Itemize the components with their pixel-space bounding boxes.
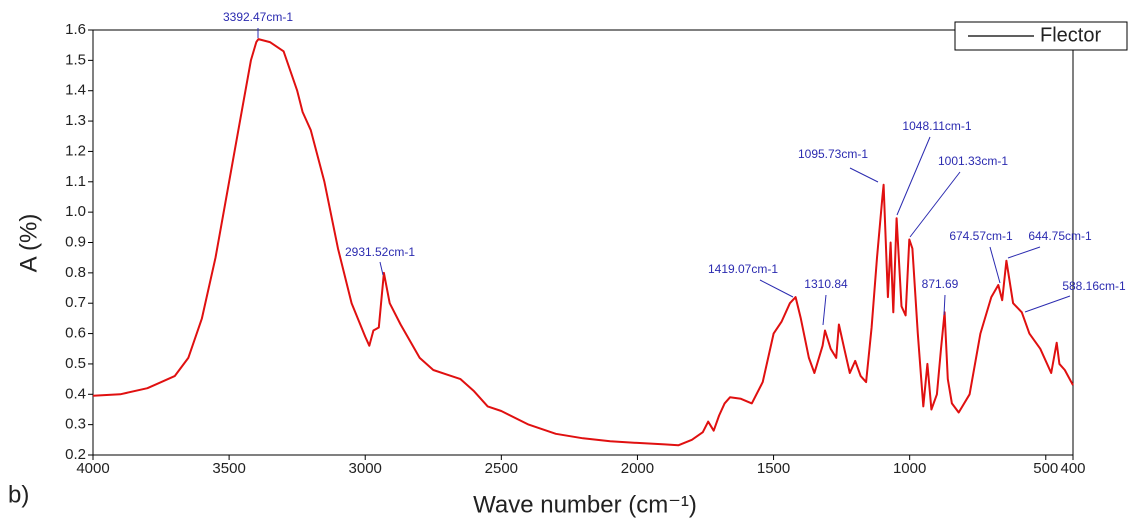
annotation: 1419.07cm-1 — [708, 262, 778, 276]
y-tick-label: 0.4 — [65, 385, 86, 402]
annotation-pointer — [822, 294, 827, 326]
y-tick-label: 1.6 — [65, 21, 86, 38]
annotation-pointer — [1024, 295, 1071, 313]
y-tick-label: 1.3 — [65, 112, 86, 129]
x-tick-label: 400 — [1060, 460, 1085, 477]
y-tick-label: 0.5 — [65, 355, 86, 372]
x-tick-label: 3500 — [212, 460, 245, 477]
x-tick-label: 1500 — [757, 460, 790, 477]
x-tick-label: 2000 — [621, 460, 654, 477]
annotation: 1095.73cm-1 — [798, 147, 868, 161]
annotation-pointer — [379, 261, 384, 276]
y-axis-title: A (%) — [15, 214, 42, 273]
y-tick-label: 0.9 — [65, 233, 86, 250]
annotation: 644.75cm-1 — [1028, 229, 1092, 243]
annotation-pointer — [849, 167, 879, 183]
y-tick-label: 0.3 — [65, 416, 86, 433]
x-axis-title: Wave number (cm⁻¹) — [473, 491, 697, 518]
y-tick-label: 0.6 — [65, 325, 86, 342]
annotation-pointer — [989, 246, 1001, 284]
legend-label: Flector — [1040, 24, 1101, 46]
annotation: 1310.84 — [804, 277, 848, 291]
y-tick-label: 1.5 — [65, 51, 86, 68]
x-tick-label: 4000 — [76, 460, 109, 477]
y-tick-label: 1.0 — [65, 203, 86, 220]
y-tick-label: 0.2 — [65, 446, 86, 463]
x-tick-label: 3000 — [349, 460, 382, 477]
y-tick-label: 1.4 — [65, 82, 86, 99]
x-tick-label: 1000 — [893, 460, 926, 477]
annotation: 3392.47cm-1 — [223, 10, 293, 24]
annotation-pointer — [909, 171, 961, 238]
annotation-pointer — [1007, 246, 1041, 259]
annotation: 1048.11cm-1 — [902, 119, 971, 133]
annotation: 1001.33cm-1 — [938, 154, 1008, 168]
spectrum-line — [92, 38, 1074, 447]
y-tick-label: 1.2 — [65, 142, 86, 159]
legend: Flector — [954, 21, 1128, 51]
y-tick-label: 0.8 — [65, 264, 86, 281]
annotation: 2931.52cm-1 — [345, 245, 415, 259]
panel-label: b) — [8, 481, 29, 508]
plot-frame — [92, 29, 1074, 456]
annotation-pointer — [759, 279, 794, 298]
y-tick-label: 0.7 — [65, 294, 86, 311]
annotation-pointer — [896, 136, 931, 216]
x-tick-label: 500 — [1033, 460, 1058, 477]
annotation: 588.16cm-1 — [1062, 279, 1126, 293]
annotation-pointer — [943, 294, 946, 316]
annotation: 871.69 — [922, 277, 959, 291]
y-tick-label: 1.1 — [65, 173, 86, 190]
x-tick-label: 2500 — [485, 460, 518, 477]
annotation: 674.57cm-1 — [949, 229, 1013, 243]
